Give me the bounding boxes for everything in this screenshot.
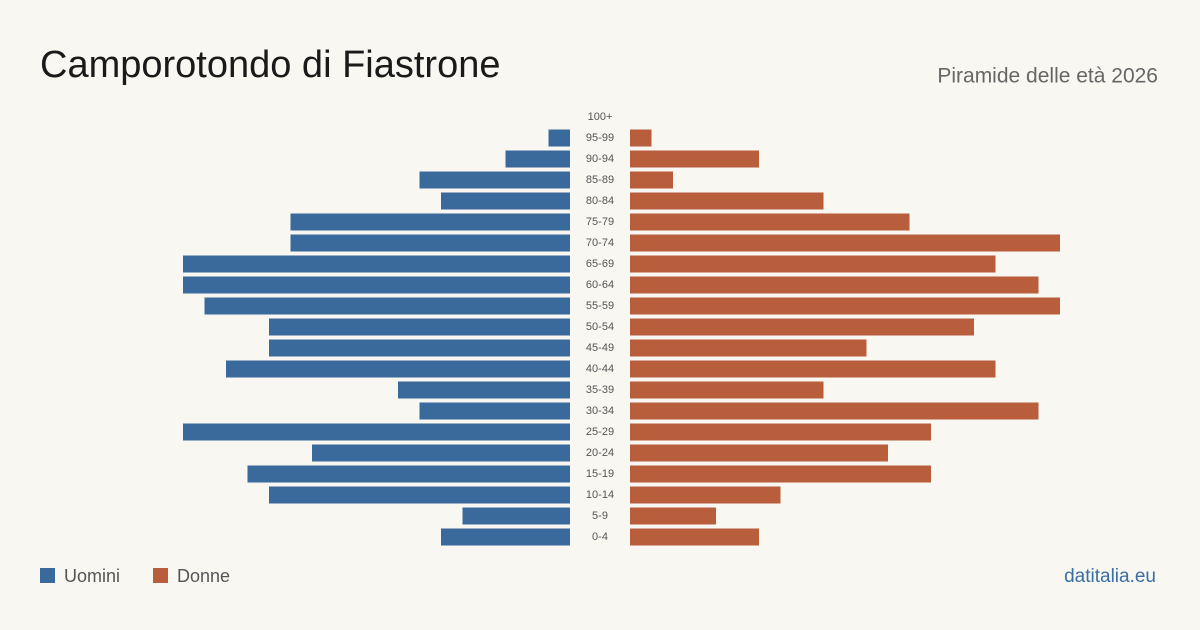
age-label: 50-54	[586, 321, 614, 333]
bar	[630, 360, 996, 378]
age-label: 70-74	[586, 237, 614, 249]
bar	[183, 276, 570, 294]
source: datitalia.eu	[1064, 566, 1156, 587]
bar	[204, 297, 570, 315]
age-label: 25-29	[586, 426, 614, 438]
age-label: 80-84	[586, 195, 614, 207]
age-label: 15-19	[586, 468, 614, 480]
bar	[630, 150, 759, 168]
age-label: 85-89	[586, 174, 614, 186]
bar	[505, 150, 570, 168]
bar	[630, 339, 867, 357]
age-label: 45-49	[586, 342, 614, 354]
bar	[226, 360, 570, 378]
bar	[630, 276, 1039, 294]
bar	[630, 129, 652, 147]
bar	[441, 528, 570, 546]
legend-label: Uomini	[64, 566, 120, 586]
bar	[462, 507, 570, 525]
bar	[183, 255, 570, 273]
bar	[269, 318, 570, 336]
bar	[630, 423, 931, 441]
bar	[630, 318, 974, 336]
age-label: 40-44	[586, 363, 614, 375]
chart-title: Camporotondo di Fiastrone	[40, 44, 500, 86]
bar	[398, 381, 570, 399]
bar	[290, 213, 570, 231]
bar	[630, 297, 1060, 315]
chart-subtitle: Piramide delle età 2026	[937, 65, 1158, 88]
age-label: 95-99	[586, 132, 614, 144]
age-label: 90-94	[586, 153, 614, 165]
bar	[630, 255, 996, 273]
bar	[630, 444, 888, 462]
bar	[630, 486, 781, 504]
age-label: 75-79	[586, 216, 614, 228]
age-label: 5-9	[592, 510, 608, 522]
bar	[247, 465, 570, 483]
bar	[630, 465, 931, 483]
age-label: 35-39	[586, 384, 614, 396]
bar	[630, 528, 759, 546]
bar	[630, 171, 673, 189]
legend-swatch	[153, 568, 168, 583]
age-label: 20-24	[586, 447, 614, 459]
bar	[630, 234, 1060, 252]
bar	[419, 402, 570, 420]
bar	[630, 381, 824, 399]
age-label: 55-59	[586, 300, 614, 312]
bar	[630, 192, 824, 210]
age-label: 60-64	[586, 279, 614, 291]
bar	[630, 213, 910, 231]
bar	[548, 129, 570, 147]
bar	[630, 507, 716, 525]
legend-swatch	[40, 568, 55, 583]
bar	[290, 234, 570, 252]
bar	[630, 402, 1039, 420]
bar	[419, 171, 570, 189]
age-label: 30-34	[586, 405, 614, 417]
bar	[269, 486, 570, 504]
bar	[269, 339, 570, 357]
bar	[441, 192, 570, 210]
bar	[312, 444, 570, 462]
age-label: 0-4	[592, 531, 608, 543]
age-label: 10-14	[586, 489, 614, 501]
legend-label: Donne	[177, 566, 230, 586]
age-label: 100+	[588, 111, 613, 123]
age-label: 65-69	[586, 258, 614, 270]
bar	[183, 423, 570, 441]
